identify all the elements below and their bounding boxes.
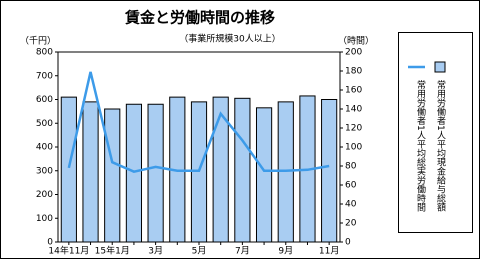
y-tick-label: 600 [36,95,53,105]
y-tick-label: 700 [36,71,53,81]
bar [212,96,229,243]
bar [147,103,164,243]
bar [60,96,77,243]
x-tick-label: 7月 [235,246,250,257]
y2-tick-label: 120 [345,124,362,134]
y2-tick-label: 20 [345,219,357,229]
y-tick-label: 100 [36,214,53,224]
y2-tick-label: 80 [345,162,357,172]
y2-tick-label: 0 [345,238,351,248]
bar [255,107,273,243]
y2-tick-label: 200 [345,48,362,58]
bar [82,101,99,243]
y2-tick-label: 60 [345,181,357,191]
x-tick-label: 11月 [319,246,339,257]
x-tick-label: 15年1月 [95,245,130,257]
y2-tick-label: 140 [345,105,362,115]
bar [321,99,338,243]
y2-axis-label: （時間） [338,36,374,47]
bar [104,108,121,243]
bar [125,103,143,243]
bar [234,97,251,243]
y2-tick-label: 180 [345,67,362,77]
legend-swatch [434,61,446,73]
chart-title: 賃金と労働時間の推移 [124,9,275,27]
x-tick-label: 14年11月 [48,245,89,257]
x-tick-label: 9月 [278,246,293,257]
y-tick-label: 0 [47,238,53,248]
y-tick-label: 400 [36,143,53,153]
y2-tick-label: 40 [345,200,357,210]
y-tick-label: 800 [36,48,53,58]
x-tick-label: 3月 [148,246,163,257]
y2-tick-label: 100 [345,143,362,153]
y2-tick-label: 160 [345,86,362,96]
y-tick-label: 300 [36,166,53,176]
line [67,71,330,174]
legend-label: 常用労働者1人平均現金給与総額 [435,79,446,213]
y-tick-label: 200 [36,190,53,200]
y-tick-label: 500 [36,119,53,129]
legend-label: 常用労働者1人平均総実労働時間 [415,79,426,213]
y-axis-label: （千円） [20,36,56,47]
chart-subtitle: （事業所規模30人以上） [179,33,280,45]
x-tick-label: 5月 [192,246,207,257]
